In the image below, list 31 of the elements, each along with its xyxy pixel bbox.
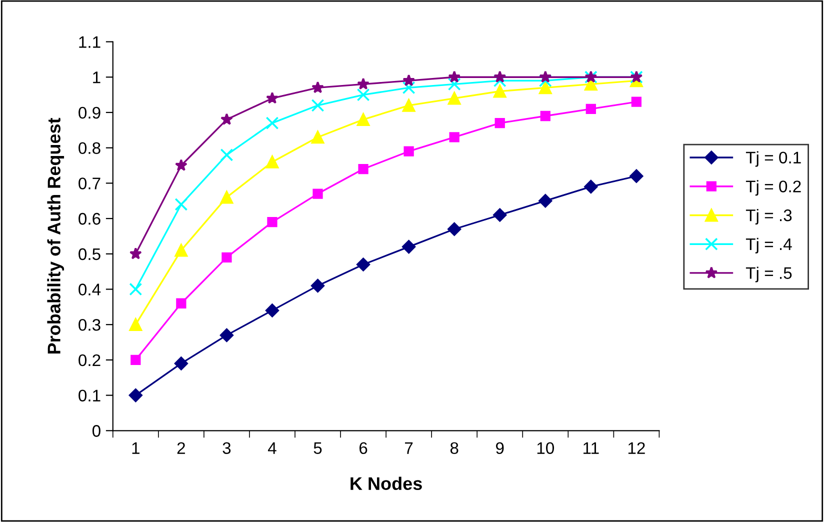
x-tick-label: 4	[268, 442, 276, 454]
legend-label: Tj = 0.1	[746, 151, 801, 167]
legend-label: Tj = 0.2	[746, 180, 801, 196]
x-tick-label: 10	[537, 442, 554, 454]
y-tick-label: 0.2	[78, 354, 100, 366]
x-tick-label: 6	[359, 442, 368, 454]
y-tick-label: 0.9	[78, 106, 100, 119]
y-tick-label: 0.1	[78, 390, 100, 402]
y-tick-label: 0.6	[78, 212, 100, 225]
y-tick-label: 0.5	[78, 248, 100, 260]
x-tick-label: 11	[584, 442, 599, 454]
y-tick-label: 0.3	[78, 318, 100, 331]
legend-label: Tj = .3	[746, 208, 792, 225]
y-tick-label: 0.4	[78, 284, 101, 296]
x-tick-label: 9	[496, 442, 504, 454]
y-tick-label: 1	[93, 72, 100, 84]
x-tick-label: 5	[314, 442, 322, 454]
x-tick-label: 1	[132, 442, 140, 454]
y-axis-title: Probability of Auth Request	[47, 118, 64, 354]
legend-label: Tj = .5	[746, 266, 792, 282]
x-tick-label: 3	[222, 442, 231, 454]
legend-label: Tj = .4	[746, 238, 792, 254]
x-tick-label: 8	[450, 442, 458, 454]
x-tick-label: 12	[628, 442, 645, 454]
y-tick-label: 0	[92, 425, 100, 437]
y-tick-label: 1.1	[79, 36, 100, 48]
y-tick-label: 0.8	[78, 142, 100, 154]
x-tick-label: 7	[405, 442, 413, 454]
x-axis-title: K Nodes	[350, 476, 422, 490]
x-tick-label: 2	[177, 442, 185, 454]
y-tick-label: 0.7	[78, 178, 100, 190]
